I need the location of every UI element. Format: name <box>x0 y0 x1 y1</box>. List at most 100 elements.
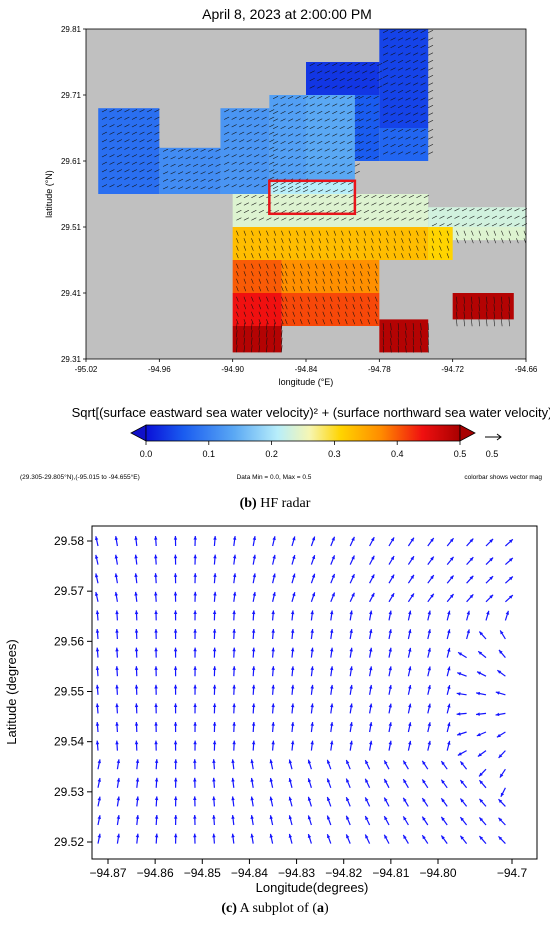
vector-arrow <box>231 139 237 143</box>
subplot-arrow <box>495 712 506 717</box>
vector-arrow <box>185 178 191 182</box>
vector-arrow <box>397 45 404 48</box>
vector-arrow <box>373 96 379 99</box>
subplot-arrow <box>271 666 275 677</box>
vector-arrow <box>397 112 404 116</box>
subplot-arrow <box>250 796 254 807</box>
vector-arrow <box>506 215 513 219</box>
vector-arrow <box>287 189 294 193</box>
vector-arrow <box>318 210 324 213</box>
vector-arrow <box>427 67 434 71</box>
footer-data-range: Data Min = 0.0, Max = 0.5 <box>237 474 312 481</box>
subplot-arrow <box>407 629 412 640</box>
vector-arrow <box>315 263 318 269</box>
vector-arrow <box>420 82 426 86</box>
subplot-arrow <box>402 816 409 826</box>
vector-arrow <box>251 337 253 345</box>
subplot-arrow <box>345 815 351 826</box>
vector-arrow <box>266 304 269 310</box>
vector-arrow <box>246 146 252 150</box>
subplot-arrow <box>440 816 448 826</box>
vector-arrow <box>339 78 345 81</box>
subplot-arrow <box>115 628 119 640</box>
vector-arrow <box>243 311 247 317</box>
vector-arrow <box>317 126 323 129</box>
subplot-arrow <box>427 537 435 547</box>
subplot-arrow <box>134 703 139 714</box>
vector-arrow <box>493 304 495 312</box>
vector-arrow <box>254 161 260 165</box>
vector-arrow <box>266 322 268 330</box>
vector-arrow <box>333 195 339 198</box>
vector-arrow <box>307 319 310 325</box>
vector-arrow <box>317 78 323 81</box>
vector-arrow <box>431 208 438 212</box>
vector-arrow <box>300 319 303 325</box>
subplot-arrow <box>95 647 100 658</box>
vector-arrow <box>339 63 345 66</box>
vector-arrow <box>373 133 379 137</box>
subplot-arrow <box>477 650 487 659</box>
vector-arrow <box>258 278 262 284</box>
vector-arrow <box>401 217 407 221</box>
vector-arrow <box>281 271 284 277</box>
vector-arrow <box>239 109 245 113</box>
subplot-arrow <box>173 535 178 547</box>
vector-arrow <box>330 278 333 284</box>
subplot-vectors <box>94 535 514 845</box>
vector-arrow <box>358 148 364 152</box>
vector-arrow <box>258 210 264 213</box>
vector-arrow <box>287 156 294 159</box>
vector-arrow <box>154 169 160 173</box>
vector-arrow <box>382 120 389 123</box>
top-y-tick-label: 29.31 <box>61 355 82 364</box>
vector-arrow <box>341 217 347 221</box>
vector-arrow <box>401 195 407 198</box>
vector-arrow <box>337 286 340 292</box>
vector-arrow <box>302 103 309 107</box>
vector-arrow <box>281 195 287 198</box>
subplot-arrow <box>288 777 293 788</box>
vector-arrow <box>243 263 247 269</box>
subplot-arrow <box>115 721 119 733</box>
vector-arrow <box>420 330 422 338</box>
speed-cell <box>379 128 429 161</box>
vector-arrow <box>366 96 372 99</box>
vector-arrow <box>280 103 286 107</box>
vector-arrow <box>408 217 414 221</box>
subplot-arrow <box>193 628 197 640</box>
subplot-arrow <box>427 647 431 658</box>
subplot-arrow <box>478 631 487 640</box>
subplot-arrow <box>369 684 373 695</box>
vector-arrow <box>139 154 145 158</box>
vector-arrow <box>261 146 267 150</box>
vector-arrow <box>378 253 382 259</box>
vector-arrow <box>116 146 123 150</box>
vector-arrow <box>258 195 264 198</box>
subplot-arrow <box>212 684 217 695</box>
vector-arrow <box>373 111 379 114</box>
vector-arrow <box>292 311 295 317</box>
vector-arrow <box>246 109 252 113</box>
vector-arrow <box>116 109 123 113</box>
vector-arrow <box>251 345 253 353</box>
vector-arrow <box>139 139 145 143</box>
subplot-arrow <box>97 777 101 788</box>
vector-arrow <box>360 263 363 269</box>
subplot-arrow <box>116 815 121 826</box>
subplot-arrow <box>369 666 373 677</box>
vector-arrow <box>478 296 480 304</box>
vector-arrow <box>439 215 445 219</box>
vector-arrow <box>390 129 396 132</box>
subplot-arrow <box>212 759 216 770</box>
vector-arrow <box>420 97 426 101</box>
vector-arrow <box>382 45 389 48</box>
subplot-arrow <box>213 554 217 565</box>
vector-arrow <box>251 271 254 277</box>
vector-arrow <box>309 148 315 152</box>
vector-arrow <box>131 161 138 165</box>
vector-arrow <box>324 103 330 107</box>
vector-arrow <box>177 156 184 160</box>
vector-arrow <box>386 202 392 206</box>
subplot-arrow <box>466 556 474 566</box>
